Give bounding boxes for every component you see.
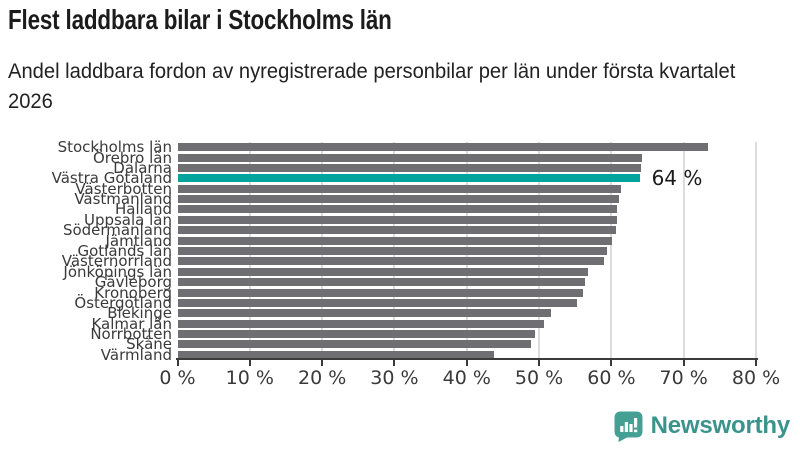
bar-Östergötland <box>177 298 578 307</box>
x-tick-label: 70 % <box>659 367 708 389</box>
x-tick-mark <box>682 360 685 366</box>
bar-Västmanland <box>177 195 619 204</box>
y-axis-label: Västernorrland <box>61 252 172 271</box>
bar-Örebro län <box>177 153 643 162</box>
bar-Jönköpings län <box>177 267 589 276</box>
bar-Jämtland <box>177 236 613 245</box>
bar-Gotlands län <box>177 247 608 255</box>
x-tick-label: 30 % <box>370 367 419 389</box>
x-tick-mark <box>538 360 541 366</box>
x-tick-mark <box>393 360 396 366</box>
y-axis-label: Halland <box>114 200 172 219</box>
y-axis-label: Örebro län <box>92 148 172 167</box>
y-axis-label: Västra Götaland <box>51 169 172 188</box>
newsworthy-logo-icon <box>614 411 643 442</box>
y-axis-label: Norrbotten <box>90 325 172 344</box>
bar-Västerbotten <box>177 184 621 193</box>
x-tick-mark <box>248 360 251 366</box>
bar-Halland <box>177 205 618 214</box>
y-axis-label: Skåne <box>126 335 172 354</box>
bar-Västernorrland <box>177 257 605 266</box>
x-axis-line <box>175 358 758 360</box>
x-tick-label: 60 % <box>587 367 636 389</box>
y-axis-label: Gotlands län <box>77 242 172 260</box>
bar-Gävleborg <box>177 278 585 287</box>
x-tick-label: 40 % <box>442 367 491 389</box>
y-axis-label: Kronoberg <box>94 283 172 302</box>
y-axis-label: Kalmar län <box>91 314 172 333</box>
x-tick-label: 0 % <box>159 367 196 389</box>
bar-Blekinge <box>177 309 552 318</box>
y-axis-label: Jönköpings län <box>63 262 172 281</box>
bar-Södermanland <box>177 226 617 235</box>
x-tick-label: 50 % <box>514 367 564 389</box>
bar-Kalmar län <box>177 319 545 328</box>
x-tick-mark <box>755 360 757 366</box>
bar-Västra Götaland <box>177 174 640 183</box>
highlight-value-label: 64 % <box>651 166 703 191</box>
y-axis-label: Uppsala län <box>83 210 172 229</box>
x-tick-mark <box>321 360 324 366</box>
bar-Skåne <box>177 340 532 349</box>
x-tick-label: 10 % <box>225 367 274 389</box>
y-axis-label: Värmland <box>100 345 172 364</box>
newsworthy-brand-text: Newsworthy <box>650 412 791 439</box>
y-axis-label: Jämtland <box>105 231 173 250</box>
chart-title: Flest laddbara bilar i Stockholms län <box>8 4 392 35</box>
bar-Uppsala län <box>177 215 618 224</box>
bar-chart: Stockholms län Örebro län Dalarna Västra Gö… <box>51 138 781 389</box>
y-axis-label: Stockholms län <box>57 138 172 157</box>
y-axis-label: Södermanland <box>62 221 172 240</box>
chart-subtitle: Andel laddbara fordon av nyregistrerade … <box>8 60 736 113</box>
bar-Dalarna <box>177 163 642 172</box>
x-tick-label: 20 % <box>297 367 347 389</box>
newsworthy-logo: Newsworthy <box>614 410 790 442</box>
y-axis-label: Västerbotten <box>75 179 172 198</box>
x-tick-label: 80 % <box>731 367 781 389</box>
gridline-70 <box>682 142 685 360</box>
y-axis-label: Gävleborg <box>94 273 172 292</box>
bar-Värmland <box>177 350 494 359</box>
y-axis-label: Dalarna <box>113 158 172 177</box>
x-tick-mark <box>465 360 468 366</box>
bar-Kronoberg <box>177 288 584 297</box>
y-axis-label: Östergötland <box>74 293 172 312</box>
gridline-60 <box>610 142 613 360</box>
bar-Stockholms län <box>177 143 709 152</box>
bar-Norrbotten <box>177 330 535 339</box>
x-tick-mark <box>610 360 613 366</box>
gridline-80 <box>755 142 757 360</box>
y-axis-label: Blekinge <box>107 304 172 323</box>
x-tick-mark <box>176 360 179 366</box>
y-axis-label: Västmanland <box>74 190 172 209</box>
